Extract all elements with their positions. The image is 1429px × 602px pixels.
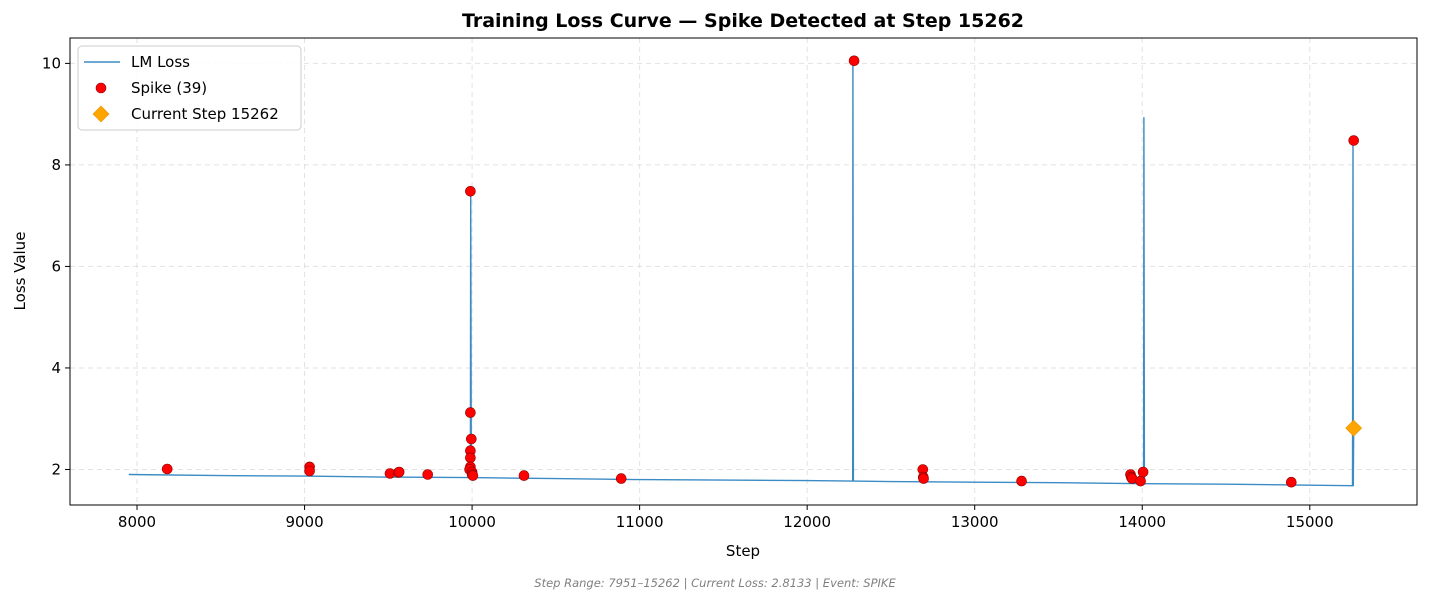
y-tick-label: 6: [51, 257, 61, 275]
spike-point: [304, 465, 315, 477]
x-tick-label: 10000: [448, 513, 496, 531]
y-tick-label: 8: [51, 156, 61, 174]
y-tick-label: 10: [42, 54, 61, 72]
x-axis-label: Step: [726, 542, 760, 560]
plot-area: [128, 60, 1355, 487]
y-axis-ticks: 2 4 6 8 10: [42, 54, 70, 478]
spike-point: [465, 407, 476, 418]
x-tick-label: 14000: [1118, 513, 1166, 531]
legend-entry-spike: Spike (39): [131, 79, 207, 97]
current-step-marker: [1345, 419, 1363, 437]
spike-point: [467, 470, 479, 481]
x-tick-label: 12000: [783, 513, 831, 531]
spike-point: [1286, 476, 1297, 488]
legend-spike-swatch: [95, 82, 107, 94]
spike-point: [848, 55, 860, 67]
plot-frame: [69, 37, 1418, 506]
spike-point: [465, 186, 476, 197]
lm-loss-line: [128, 60, 1355, 487]
chart-title: Training Loss Curve — Spike Detected at …: [462, 10, 1024, 32]
spike-point: [465, 452, 476, 464]
x-tick-label: 9000: [285, 513, 323, 531]
y-tick-label: 4: [51, 359, 61, 377]
x-tick-label: 8000: [118, 513, 156, 531]
spike-point: [615, 473, 627, 484]
spike-point: [465, 433, 477, 445]
spike-point: [161, 463, 173, 475]
y-axis-label: Loss Value: [11, 232, 29, 311]
spike-point: [1348, 135, 1359, 146]
legend-entry-lm-loss: LM Loss: [131, 53, 190, 71]
spike-point: [393, 466, 405, 478]
x-axis-ticks: 8000 9000 10000 11000 12000 13000 14000 15000: [118, 505, 1334, 531]
spike-point: [422, 469, 434, 480]
x-tick-label: 11000: [616, 513, 664, 531]
spike-point: [1016, 475, 1027, 487]
spike-point: [1135, 475, 1146, 487]
legend-box: [77, 45, 302, 131]
x-tick-label: 15000: [1286, 513, 1334, 531]
legend-entry-current-step: Current Step 15262: [131, 105, 279, 123]
x-tick-label: 13000: [951, 513, 999, 531]
y-tick-label: 2: [51, 460, 61, 478]
legend-current-swatch: [92, 105, 110, 123]
spike-point: [518, 470, 530, 481]
markers: [161, 55, 1363, 488]
spike-point: [1137, 466, 1149, 478]
spike-point: [918, 473, 929, 484]
grid: [70, 38, 1417, 505]
legend: LM Loss Spike (39) Current Step 15262: [77, 45, 302, 131]
footer-caption: Step Range: 7951–15262 | Current Loss: 2…: [534, 576, 896, 590]
